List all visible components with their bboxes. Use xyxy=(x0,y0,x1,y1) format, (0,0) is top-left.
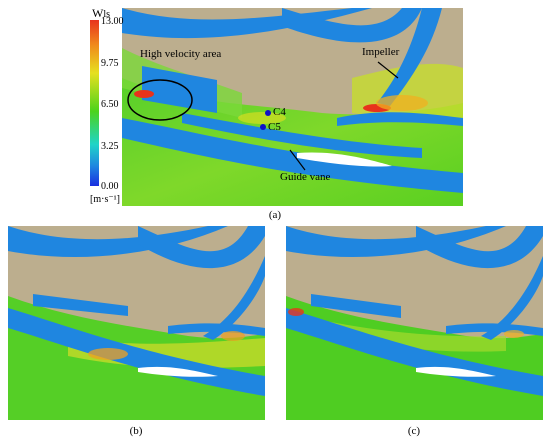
guide-vane-pointer xyxy=(289,149,306,171)
colorbar xyxy=(90,20,99,186)
colorbar-unit: [m·s⁻¹] xyxy=(90,194,120,205)
point-c4-marker xyxy=(265,110,271,116)
colorbar-title-sub: ls xyxy=(103,9,110,20)
colorbar-tick-6-5: 6.50 xyxy=(101,99,119,110)
colorbar-tick-9-75: 9.75 xyxy=(101,58,119,69)
colorbar-title: Wls xyxy=(92,6,110,21)
colorbar-title-main: W xyxy=(92,6,104,20)
point-c4-label: C4 xyxy=(273,106,286,118)
impeller-label: Impeller xyxy=(362,46,400,58)
high-velocity-label: High velocity area xyxy=(140,48,222,60)
point-c5-marker xyxy=(260,124,266,130)
colorbar-tick-13: 13.00 xyxy=(101,16,124,27)
high-velocity-circle xyxy=(127,79,193,121)
caption-c: (c) xyxy=(407,425,421,437)
panel-b-flow-field xyxy=(8,226,265,420)
colorbar-tick-0: 0.00 xyxy=(101,181,119,192)
caption-b: (b) xyxy=(129,425,143,437)
point-c5-label: C5 xyxy=(268,121,281,133)
panel-c-flow-field xyxy=(286,226,543,420)
caption-a: (a) xyxy=(268,209,282,221)
colorbar-tick-3-25: 3.25 xyxy=(101,141,119,152)
panel-a-flow-field xyxy=(122,8,463,206)
impeller-pointer xyxy=(377,61,399,79)
guide-vane-label: Guide vane xyxy=(280,171,331,183)
